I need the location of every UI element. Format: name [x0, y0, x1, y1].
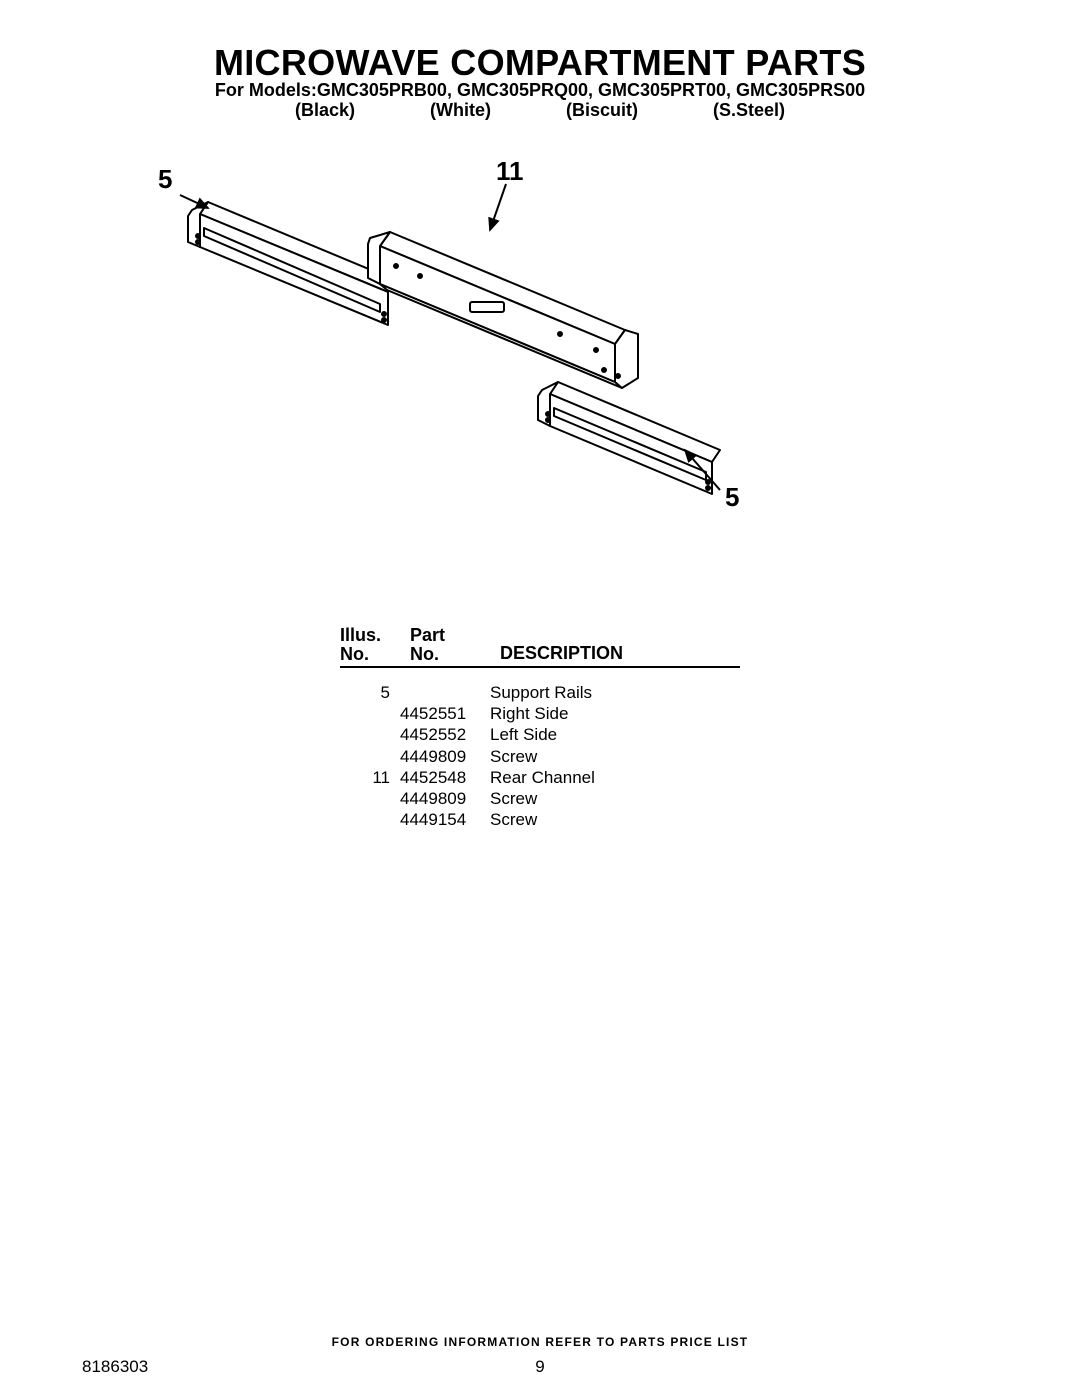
color-white: (White) — [430, 100, 491, 121]
header-part: Part No. — [410, 626, 500, 664]
page: MICROWAVE COMPARTMENT PARTS For Models:G… — [0, 0, 1080, 1397]
page-title: MICROWAVE COMPARTMENT PARTS — [0, 42, 1080, 84]
table-row: 4449809 Screw — [340, 788, 740, 809]
table-row: 4449809 Screw — [340, 746, 740, 767]
table-body: 5 Support Rails 4452551 Right Side 44525… — [340, 682, 740, 831]
cell-part: 4452548 — [400, 767, 490, 788]
part-left-rail — [188, 202, 395, 325]
cell-part: 4449154 — [400, 809, 490, 830]
cell-illus — [340, 746, 400, 767]
color-row: (Black) (White) (Biscuit) (S.Steel) — [0, 100, 1080, 121]
cell-part: 4449809 — [400, 746, 490, 767]
callout-5-right: 5 — [725, 482, 739, 513]
cell-desc: Screw — [490, 746, 740, 767]
table-row: 4452552 Left Side — [340, 724, 740, 745]
color-black: (Black) — [295, 100, 355, 121]
header-illus-l1: Illus. — [340, 626, 410, 645]
parts-table: Illus. No. Part No. DESCRIPTION 5 Suppor… — [340, 626, 740, 831]
cell-desc: Right Side — [490, 703, 740, 724]
cell-illus — [340, 724, 400, 745]
color-biscuit: (Biscuit) — [566, 100, 638, 121]
cell-desc: Rear Channel — [490, 767, 740, 788]
header-part-l2: No. — [410, 645, 500, 664]
cell-illus — [340, 788, 400, 809]
cell-part: 4449809 — [400, 788, 490, 809]
table-row: 11 4452548 Rear Channel — [340, 767, 740, 788]
models-line: For Models:GMC305PRB00, GMC305PRQ00, GMC… — [0, 80, 1080, 101]
header-illus-l2: No. — [340, 645, 410, 664]
cell-desc: Support Rails — [490, 682, 740, 703]
exploded-diagram: 5 11 5 — [140, 140, 940, 580]
cell-illus — [340, 703, 400, 724]
part-rear-channel — [368, 232, 638, 388]
header-illus: Illus. No. — [340, 626, 410, 664]
table-row: 4452551 Right Side — [340, 703, 740, 724]
header-desc: DESCRIPTION — [500, 643, 740, 664]
cell-desc: Screw — [490, 788, 740, 809]
callout-11: 11 — [496, 156, 524, 187]
table-row: 4449154 Screw — [340, 809, 740, 830]
table-header: Illus. No. Part No. DESCRIPTION — [340, 626, 740, 668]
cell-part: 4452552 — [400, 724, 490, 745]
page-number: 9 — [0, 1357, 1080, 1377]
header-part-l1: Part — [410, 626, 500, 645]
cell-part: 4452551 — [400, 703, 490, 724]
cell-desc: Screw — [490, 809, 740, 830]
diagram-svg — [140, 140, 940, 580]
table-row: 5 Support Rails — [340, 682, 740, 703]
cell-illus: 11 — [340, 767, 400, 788]
callout-5-left: 5 — [158, 164, 172, 195]
color-ssteel: (S.Steel) — [713, 100, 785, 121]
cell-illus: 5 — [340, 682, 400, 703]
cell-illus — [340, 809, 400, 830]
cell-desc: Left Side — [490, 724, 740, 745]
footer-note: FOR ORDERING INFORMATION REFER TO PARTS … — [0, 1335, 1080, 1349]
cell-part — [400, 682, 490, 703]
part-right-rail — [538, 382, 720, 494]
